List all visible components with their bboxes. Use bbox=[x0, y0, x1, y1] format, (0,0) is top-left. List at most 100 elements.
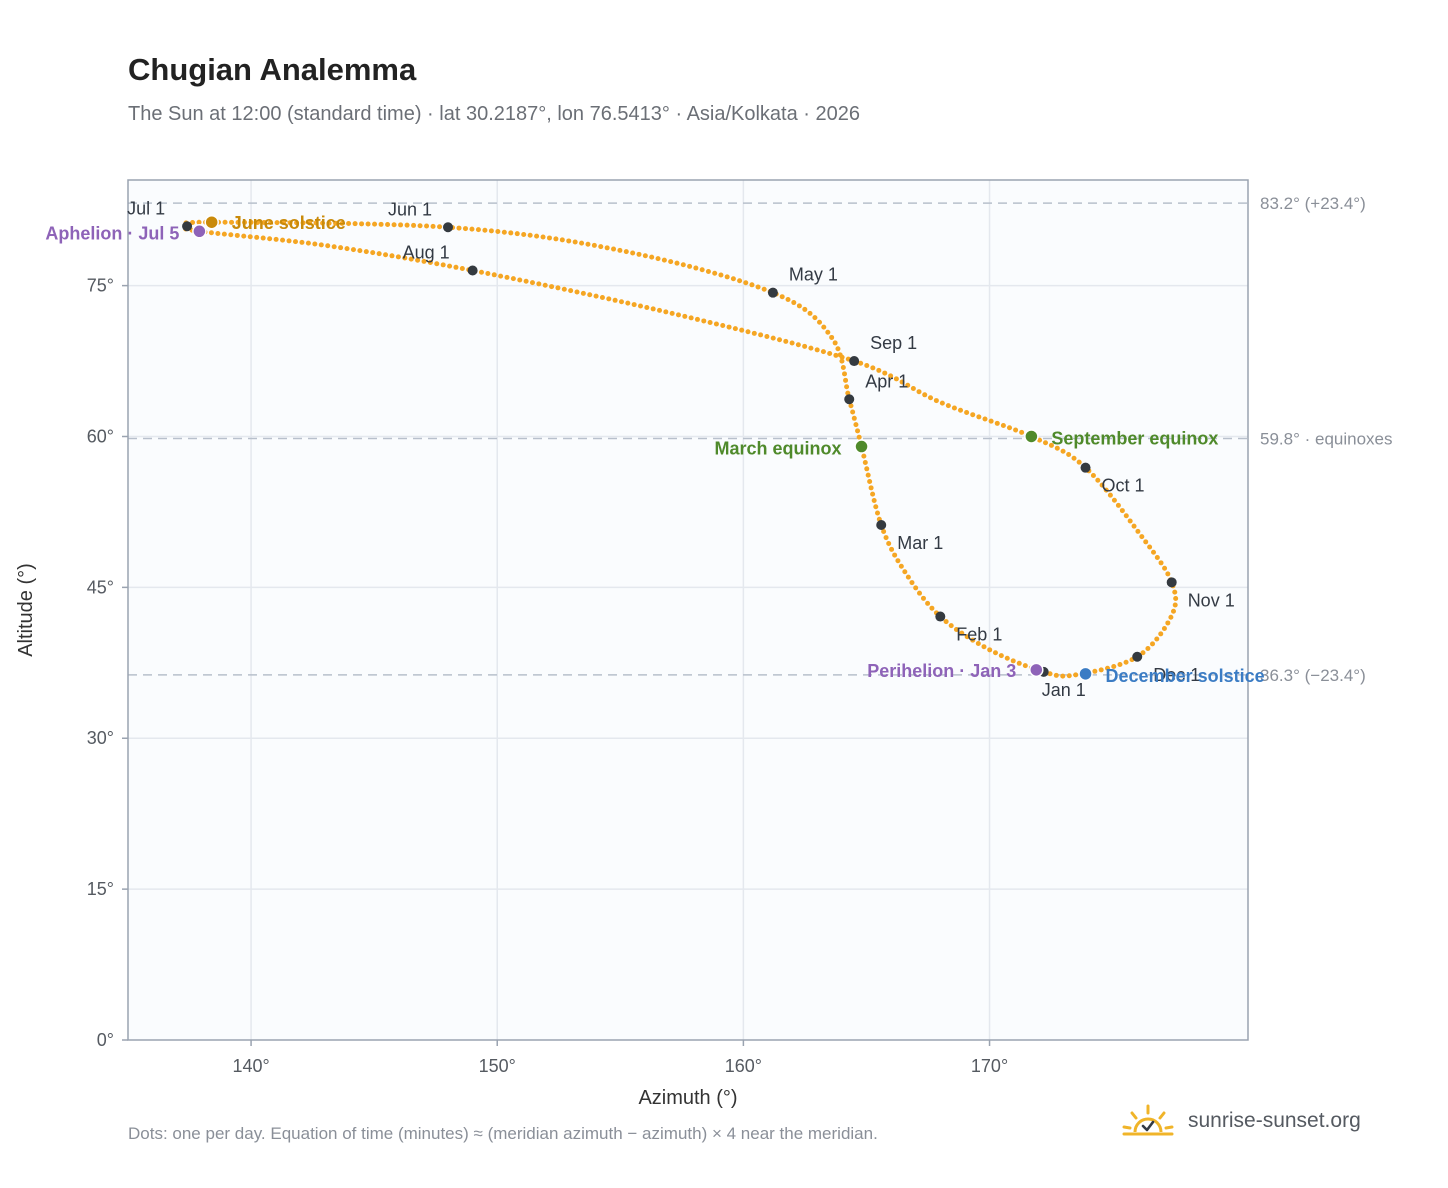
daily-dot bbox=[333, 220, 339, 226]
daily-dot bbox=[415, 257, 421, 263]
footnote: Dots: one per day. Equation of time (min… bbox=[128, 1124, 878, 1143]
daily-dot bbox=[779, 294, 785, 300]
daily-dot bbox=[430, 223, 436, 229]
daily-dot bbox=[953, 626, 959, 632]
daily-dot bbox=[899, 379, 905, 385]
daily-dot bbox=[1151, 549, 1157, 555]
daily-dot bbox=[521, 231, 527, 237]
daily-dot bbox=[1131, 523, 1137, 529]
daily-dot bbox=[491, 272, 497, 278]
month-marker bbox=[844, 394, 855, 405]
daily-dot bbox=[858, 360, 864, 366]
daily-dot bbox=[861, 453, 867, 459]
y-tick-label: 30° bbox=[87, 728, 114, 748]
event-markers: Aphelion · Jul 5 June solstice March equin… bbox=[45, 213, 1264, 686]
daily-dot bbox=[883, 535, 889, 541]
daily-dot bbox=[705, 268, 711, 274]
daily-dot bbox=[1111, 497, 1117, 503]
daily-dot bbox=[611, 246, 617, 252]
daily-dot bbox=[821, 324, 827, 330]
daily-dot bbox=[939, 400, 945, 406]
daily-dot bbox=[889, 546, 895, 552]
daily-dot bbox=[713, 321, 719, 327]
daily-dot bbox=[758, 332, 764, 338]
daily-dot bbox=[1076, 459, 1082, 465]
daily-dot bbox=[1000, 423, 1006, 429]
daily-dot bbox=[874, 510, 880, 516]
brand-name[interactable]: sunrise-sunset.org bbox=[1188, 1109, 1361, 1132]
daily-dot bbox=[825, 329, 831, 335]
month-marker bbox=[849, 356, 860, 367]
daily-dot bbox=[478, 269, 484, 275]
daily-dot bbox=[862, 459, 868, 465]
daily-dot bbox=[739, 327, 745, 333]
daily-dot bbox=[865, 472, 871, 478]
daily-dot bbox=[391, 222, 397, 228]
daily-dot bbox=[631, 302, 637, 308]
daily-dot bbox=[447, 263, 453, 269]
month-label: Oct 1 bbox=[1102, 476, 1145, 496]
daily-dot bbox=[630, 250, 636, 256]
brand-logo[interactable]: sunrise-sunset.org bbox=[1122, 1104, 1361, 1138]
daily-dot bbox=[421, 258, 427, 264]
month-marker bbox=[1080, 462, 1091, 473]
daily-dot bbox=[529, 280, 535, 286]
daily-dot bbox=[1060, 673, 1066, 679]
event-marker bbox=[1029, 662, 1044, 678]
daily-dot bbox=[827, 350, 833, 356]
daily-dot bbox=[970, 412, 976, 418]
x-tick-label: 150° bbox=[479, 1056, 516, 1076]
daily-dot bbox=[948, 623, 954, 629]
daily-dot bbox=[970, 637, 976, 643]
daily-dot bbox=[612, 297, 618, 303]
daily-dot bbox=[299, 239, 305, 245]
month-label: Dec 1 bbox=[1153, 665, 1200, 685]
daily-dot bbox=[580, 290, 586, 296]
daily-dot bbox=[958, 407, 964, 413]
daily-dot bbox=[488, 228, 494, 234]
daily-dot bbox=[770, 335, 776, 341]
y-tick-label: 15° bbox=[87, 879, 114, 899]
daily-dot bbox=[617, 247, 623, 253]
daily-dot bbox=[242, 219, 248, 225]
daily-dot bbox=[1161, 625, 1167, 631]
daily-dot bbox=[873, 504, 879, 510]
daily-dot bbox=[1165, 571, 1171, 577]
daily-dot bbox=[540, 234, 546, 240]
daily-dot bbox=[376, 251, 382, 257]
x-tick-label: 160° bbox=[725, 1056, 762, 1076]
daily-dot bbox=[851, 415, 857, 421]
daily-dot bbox=[1135, 528, 1141, 534]
daily-dot bbox=[229, 219, 235, 225]
daily-dot bbox=[898, 563, 904, 569]
daily-dot bbox=[261, 219, 267, 225]
daily-dot bbox=[549, 284, 555, 290]
daily-dot bbox=[1004, 655, 1010, 661]
daily-dot bbox=[917, 590, 923, 596]
daily-dot bbox=[566, 238, 572, 244]
daily-dot bbox=[221, 231, 227, 237]
daily-dot bbox=[893, 376, 899, 382]
daily-dot bbox=[1047, 671, 1053, 677]
month-markers: Jan 1 Feb 1 Mar 1 Apr 1 May 1 Jun 1 Jul 1 Aug 1… bbox=[127, 198, 1235, 700]
month-marker bbox=[876, 520, 887, 531]
daily-dot bbox=[623, 249, 629, 255]
daily-dot bbox=[870, 491, 876, 497]
daily-dot bbox=[196, 219, 202, 225]
daily-dot bbox=[313, 220, 319, 226]
daily-dot bbox=[1037, 437, 1043, 443]
daily-dot bbox=[527, 232, 533, 238]
daily-dot bbox=[922, 392, 928, 398]
daily-dot bbox=[1145, 645, 1151, 651]
daily-dot bbox=[888, 373, 894, 379]
month-marker bbox=[182, 221, 193, 232]
daily-dot bbox=[352, 221, 358, 227]
daily-dot bbox=[378, 221, 384, 227]
daily-dot bbox=[839, 358, 845, 364]
daily-dot bbox=[326, 220, 332, 226]
daily-dot bbox=[675, 312, 681, 318]
month-label: May 1 bbox=[789, 265, 838, 285]
daily-dot bbox=[534, 233, 540, 239]
daily-dot bbox=[235, 219, 241, 225]
